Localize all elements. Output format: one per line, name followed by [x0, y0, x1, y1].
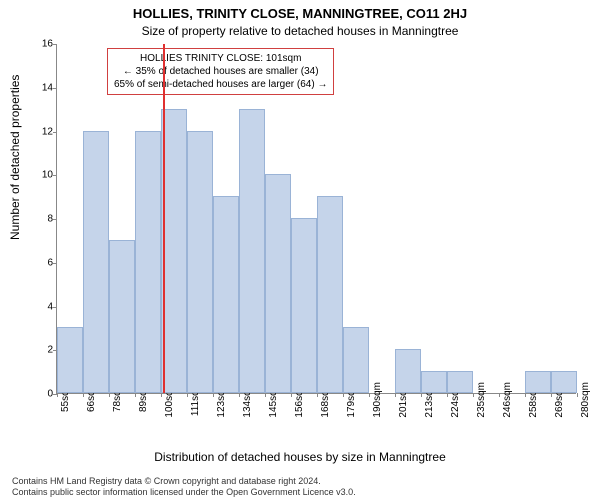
footer-line: Contains HM Land Registry data © Crown c…: [12, 476, 356, 487]
histogram-bar: [421, 371, 447, 393]
histogram-bar: [135, 131, 161, 394]
y-tick-label: 12: [27, 126, 53, 137]
y-tick-label: 6: [27, 257, 53, 268]
x-tick-mark: [161, 393, 162, 397]
y-tick-label: 14: [27, 82, 53, 93]
y-tick-mark: [53, 132, 57, 133]
x-tick-mark: [525, 393, 526, 397]
x-tick-mark: [213, 393, 214, 397]
annotation-line: HOLLIES TRINITY CLOSE: 101sqm: [114, 52, 327, 65]
x-tick-mark: [577, 393, 578, 397]
histogram-bar: [57, 327, 83, 393]
y-tick-label: 10: [27, 170, 53, 181]
x-tick-mark: [369, 393, 370, 397]
x-tick-mark: [317, 393, 318, 397]
x-axis-label: Distribution of detached houses by size …: [0, 450, 600, 464]
histogram-bar: [265, 174, 291, 393]
x-tick-mark: [343, 393, 344, 397]
annotation-line: ← 35% of detached houses are smaller (34…: [114, 65, 327, 78]
y-tick-mark: [53, 44, 57, 45]
y-tick-mark: [53, 307, 57, 308]
histogram-bar: [239, 109, 265, 393]
x-tick-label: 235sqm: [476, 382, 487, 432]
y-tick-label: 16: [27, 39, 53, 50]
y-tick-mark: [53, 263, 57, 264]
footer-line: Contains public sector information licen…: [12, 487, 356, 498]
x-tick-mark: [291, 393, 292, 397]
x-tick-mark: [395, 393, 396, 397]
histogram-bar: [291, 218, 317, 393]
y-tick-label: 4: [27, 301, 53, 312]
x-tick-label: 246sqm: [502, 382, 513, 432]
chart-title-address: HOLLIES, TRINITY CLOSE, MANNINGTREE, CO1…: [0, 6, 600, 21]
x-tick-mark: [551, 393, 552, 397]
histogram-bar: [551, 371, 577, 393]
histogram-bar: [109, 240, 135, 393]
annotation-line: 65% of semi-detached houses are larger (…: [114, 78, 327, 91]
histogram-bar: [187, 131, 213, 394]
histogram-bar: [447, 371, 473, 393]
histogram-bar: [213, 196, 239, 393]
x-tick-mark: [57, 393, 58, 397]
x-tick-mark: [473, 393, 474, 397]
x-tick-label: 280sqm: [580, 382, 591, 432]
y-tick-mark: [53, 88, 57, 89]
x-tick-mark: [499, 393, 500, 397]
x-tick-label: 190sqm: [372, 382, 383, 432]
footer-attribution: Contains HM Land Registry data © Crown c…: [12, 476, 356, 498]
x-tick-mark: [421, 393, 422, 397]
annotation-box: HOLLIES TRINITY CLOSE: 101sqm ← 35% of d…: [107, 48, 334, 95]
chart-container: HOLLIES, TRINITY CLOSE, MANNINGTREE, CO1…: [0, 0, 600, 500]
y-axis-label: Number of detached properties: [8, 75, 22, 240]
x-tick-mark: [135, 393, 136, 397]
x-tick-mark: [83, 393, 84, 397]
x-tick-mark: [265, 393, 266, 397]
x-tick-mark: [187, 393, 188, 397]
x-tick-mark: [239, 393, 240, 397]
y-tick-mark: [53, 219, 57, 220]
y-tick-label: 8: [27, 214, 53, 225]
x-tick-mark: [109, 393, 110, 397]
plot-area: HOLLIES TRINITY CLOSE: 101sqm ← 35% of d…: [56, 44, 576, 394]
histogram-bar: [525, 371, 551, 393]
x-tick-mark: [447, 393, 448, 397]
histogram-bar: [343, 327, 369, 393]
histogram-bar: [395, 349, 421, 393]
y-tick-label: 0: [27, 389, 53, 400]
histogram-bar: [83, 131, 109, 394]
histogram-bar: [317, 196, 343, 393]
chart-subtitle: Size of property relative to detached ho…: [0, 24, 600, 38]
marker-line: [163, 44, 165, 393]
y-tick-mark: [53, 175, 57, 176]
y-tick-label: 2: [27, 345, 53, 356]
